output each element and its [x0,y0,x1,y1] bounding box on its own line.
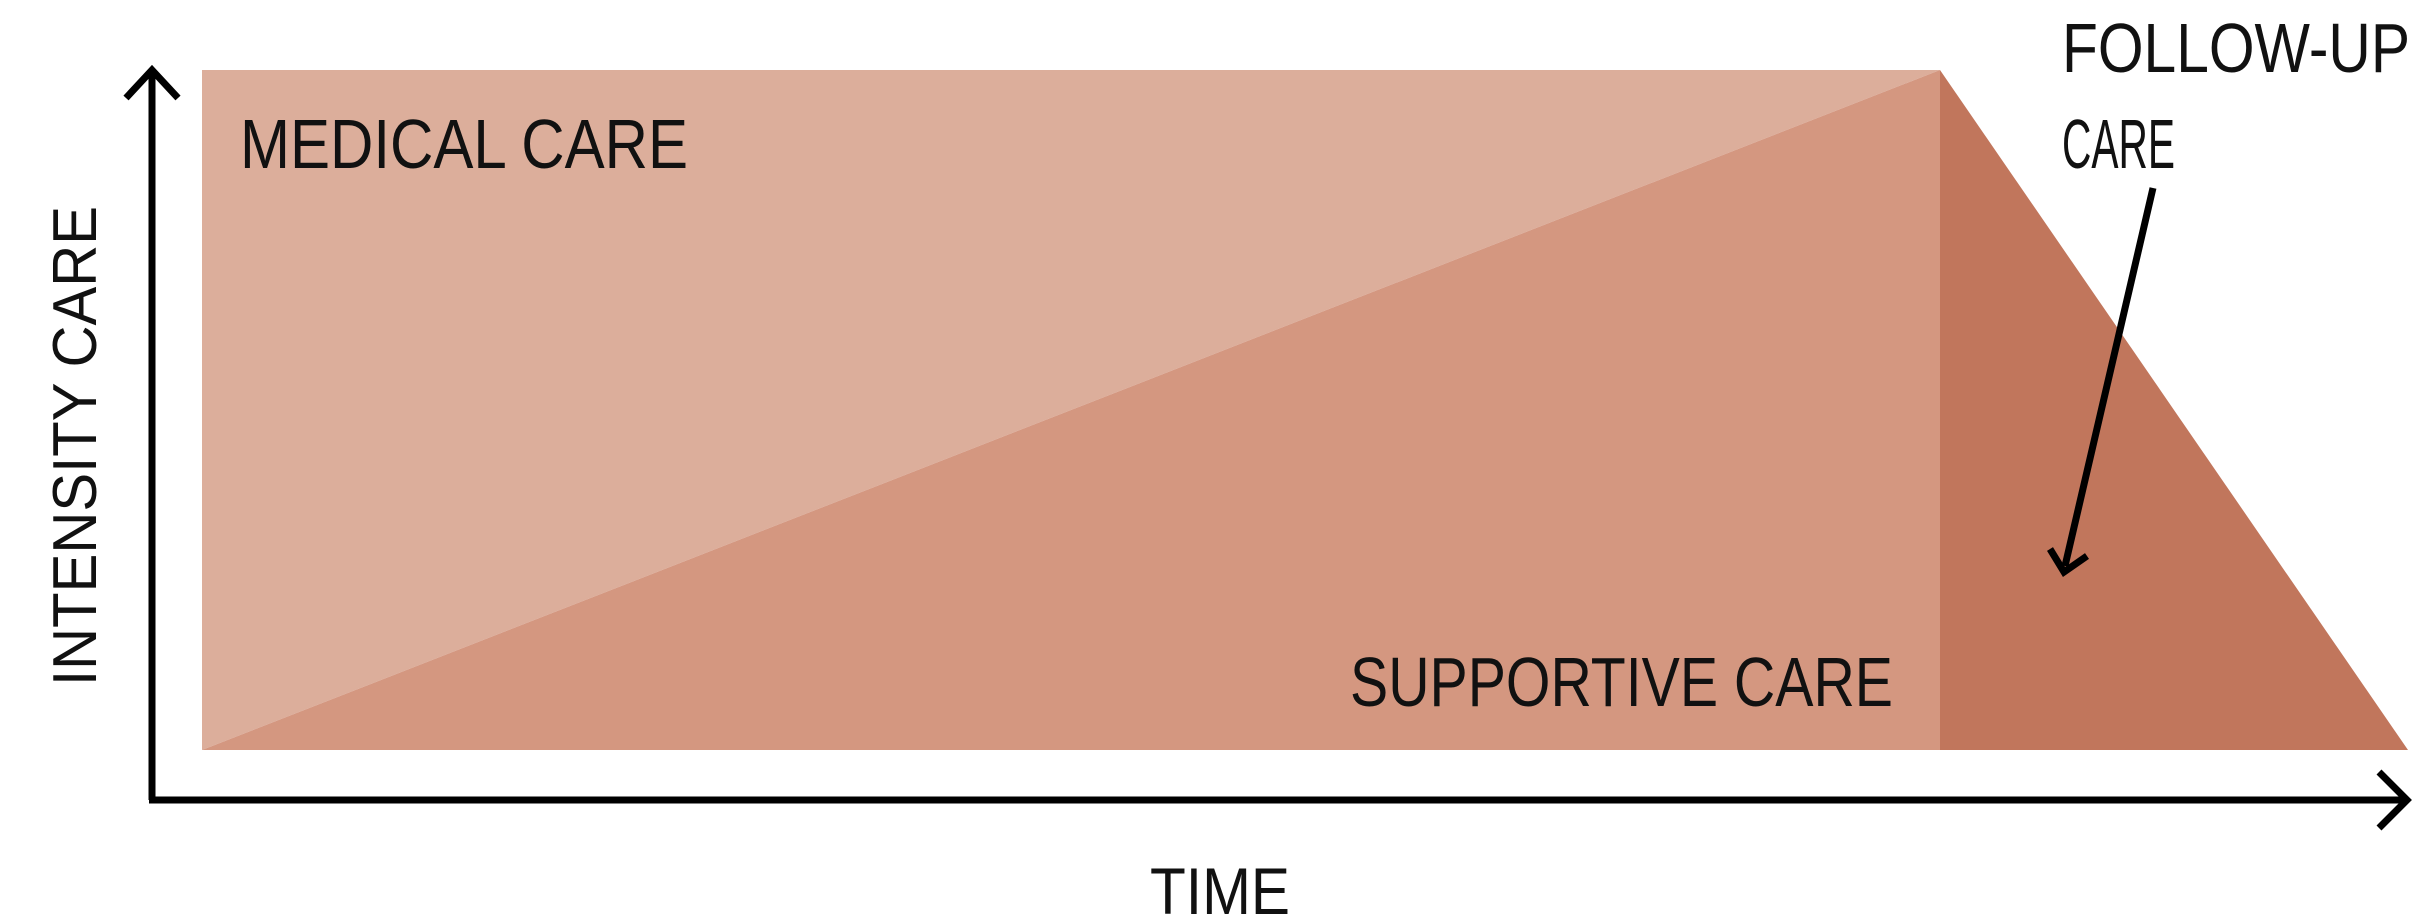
medical-care-label: MEDICAL CARE [240,105,688,183]
supportive-care-label: SUPPORTIVE CARE [1350,643,1893,721]
follow-up-pointer-arrowhead [2047,547,2089,577]
follow-up-pointer-arrow [2061,187,2157,567]
y-axis-label: INTENSITY CARE [41,206,110,686]
follow-up-care-region [1940,70,2408,750]
x-axis-arrowhead [2376,769,2412,831]
follow-up-label-line1: FOLLOW-UP [2062,9,2410,87]
supportive-care-region [202,70,1940,750]
follow-up-label-line2: CARE [2062,105,2175,183]
y-axis-arrowhead [123,64,181,101]
x-axis-label: TIME [1150,854,1290,919]
